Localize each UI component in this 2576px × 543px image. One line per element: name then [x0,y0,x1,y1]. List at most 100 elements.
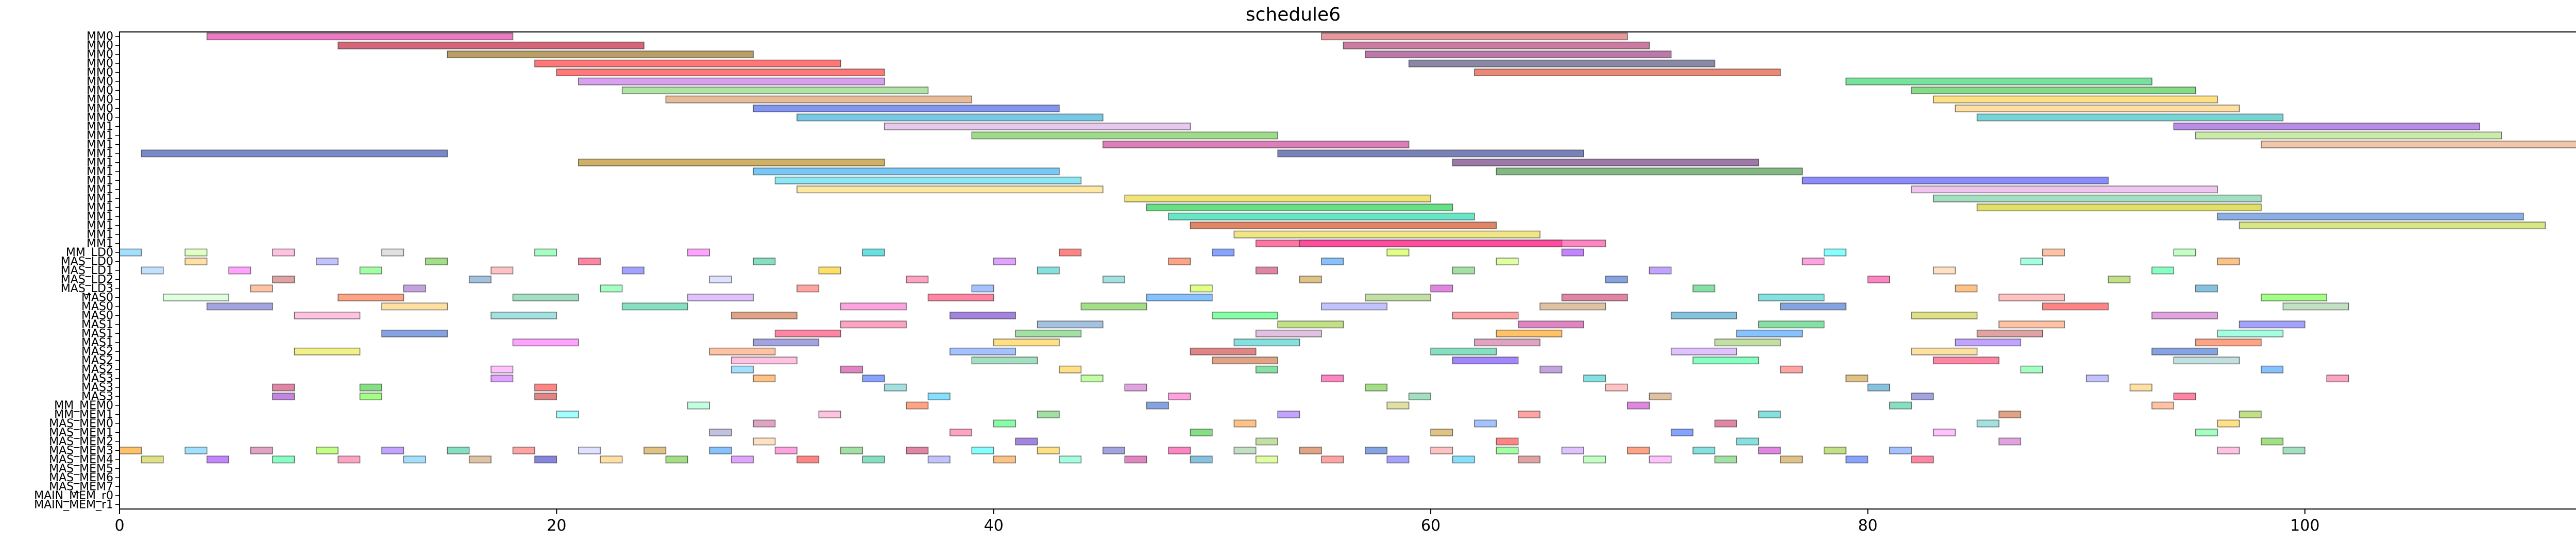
task-bar [731,311,798,319]
task-bar [512,294,579,301]
task-bar [709,429,732,436]
task-bar [1037,411,1060,418]
task-bar [272,455,295,464]
task-bar [556,69,885,77]
lane-label: MM0 [87,66,113,79]
lane-label: MAS2 [81,363,113,376]
task-bar [753,258,776,265]
task-bar [337,294,404,301]
task-bar [1321,32,1628,41]
x-tick-label: 80 [1858,517,1877,535]
task-bar [206,32,514,41]
task-bar [1037,320,1104,329]
task-bar [1976,113,2284,122]
plot-frame [119,31,2576,510]
task-bar [774,176,1082,184]
task-bar [2129,383,2153,392]
lane-label: MM1 [87,192,113,205]
lane-label: MM1 [87,228,113,241]
task-bar [490,311,557,319]
task-bar [731,365,754,374]
task-bar [862,248,885,257]
task-bars [119,32,2576,464]
task-bar [1561,294,1628,301]
task-bar [971,357,1038,365]
x-tick-label: 60 [1421,517,1440,535]
task-bar [578,77,885,86]
task-bar [1758,320,1825,329]
task-bar [1496,167,1803,176]
lane-label: MM0 [87,30,113,43]
task-bar [2020,258,2043,265]
task-bar [2261,365,2284,374]
task-bar [709,347,776,355]
task-bar [1474,338,1540,347]
task-bar [228,266,251,275]
task-bar [1365,447,1387,454]
task-bar [840,302,907,311]
task-bar [1321,302,1387,311]
task-bar [731,455,754,464]
task-bar [1452,158,1759,166]
task-bar [1452,455,1475,464]
task-bar [971,131,1278,140]
lane-label: MM_MEM0 [54,399,113,412]
lane-label: MAS_MEM0 [49,417,113,430]
lane-label: MAS_MEM3 [49,444,113,457]
task-bar [731,357,798,365]
task-bar [774,329,841,337]
lane-label: MM1 [87,156,113,169]
task-bar [709,447,732,454]
task-bar [1605,276,1628,283]
lane-label: MM1 [87,129,113,142]
task-bar [796,284,820,293]
task-bar [2282,302,2349,311]
task-bar [600,455,623,464]
task-bar [337,41,645,49]
task-bar [1714,338,1781,347]
task-bar [1059,365,1082,374]
lane-label: MM0 [87,103,113,115]
lane-label: MM1 [87,219,113,232]
task-bar [687,294,754,301]
task-bar [403,455,426,464]
lane-label: MM1 [87,210,113,223]
task-bar [1889,401,1912,410]
lane-label: MAS_LD1 [61,264,113,277]
task-bar [1911,393,1934,400]
task-bar [1430,284,1453,293]
task-bar [1823,447,1846,454]
task-bar [119,447,142,454]
task-bar [2217,447,2240,454]
task-bar [884,123,1191,130]
task-bar [2261,141,2576,148]
task-bar [621,302,688,311]
task-bar [1408,59,1716,67]
task-bar [381,447,404,454]
task-bar [272,393,295,400]
task-bar [621,87,929,94]
task-bar [1714,455,1737,464]
task-bar [1255,437,1278,446]
task-bar [1561,248,1584,257]
task-bar [906,276,929,283]
task-bar [971,447,994,454]
task-bar [141,149,448,158]
task-bar [840,365,863,374]
task-bar [1933,357,1999,365]
lane-label: MAS3 [81,381,113,394]
task-bar [1517,455,1540,464]
task-bar [1299,240,1606,247]
task-bar [1539,302,1606,311]
task-bar [2173,357,2240,365]
lane-label: MAS2 [81,345,113,358]
task-bar [1736,329,1803,337]
task-bar [1103,447,1125,454]
task-bar [1233,419,1257,428]
task-bar [1867,276,1890,283]
task-bar [1080,375,1104,383]
task-bar [950,347,1016,355]
task-bar [272,276,295,283]
